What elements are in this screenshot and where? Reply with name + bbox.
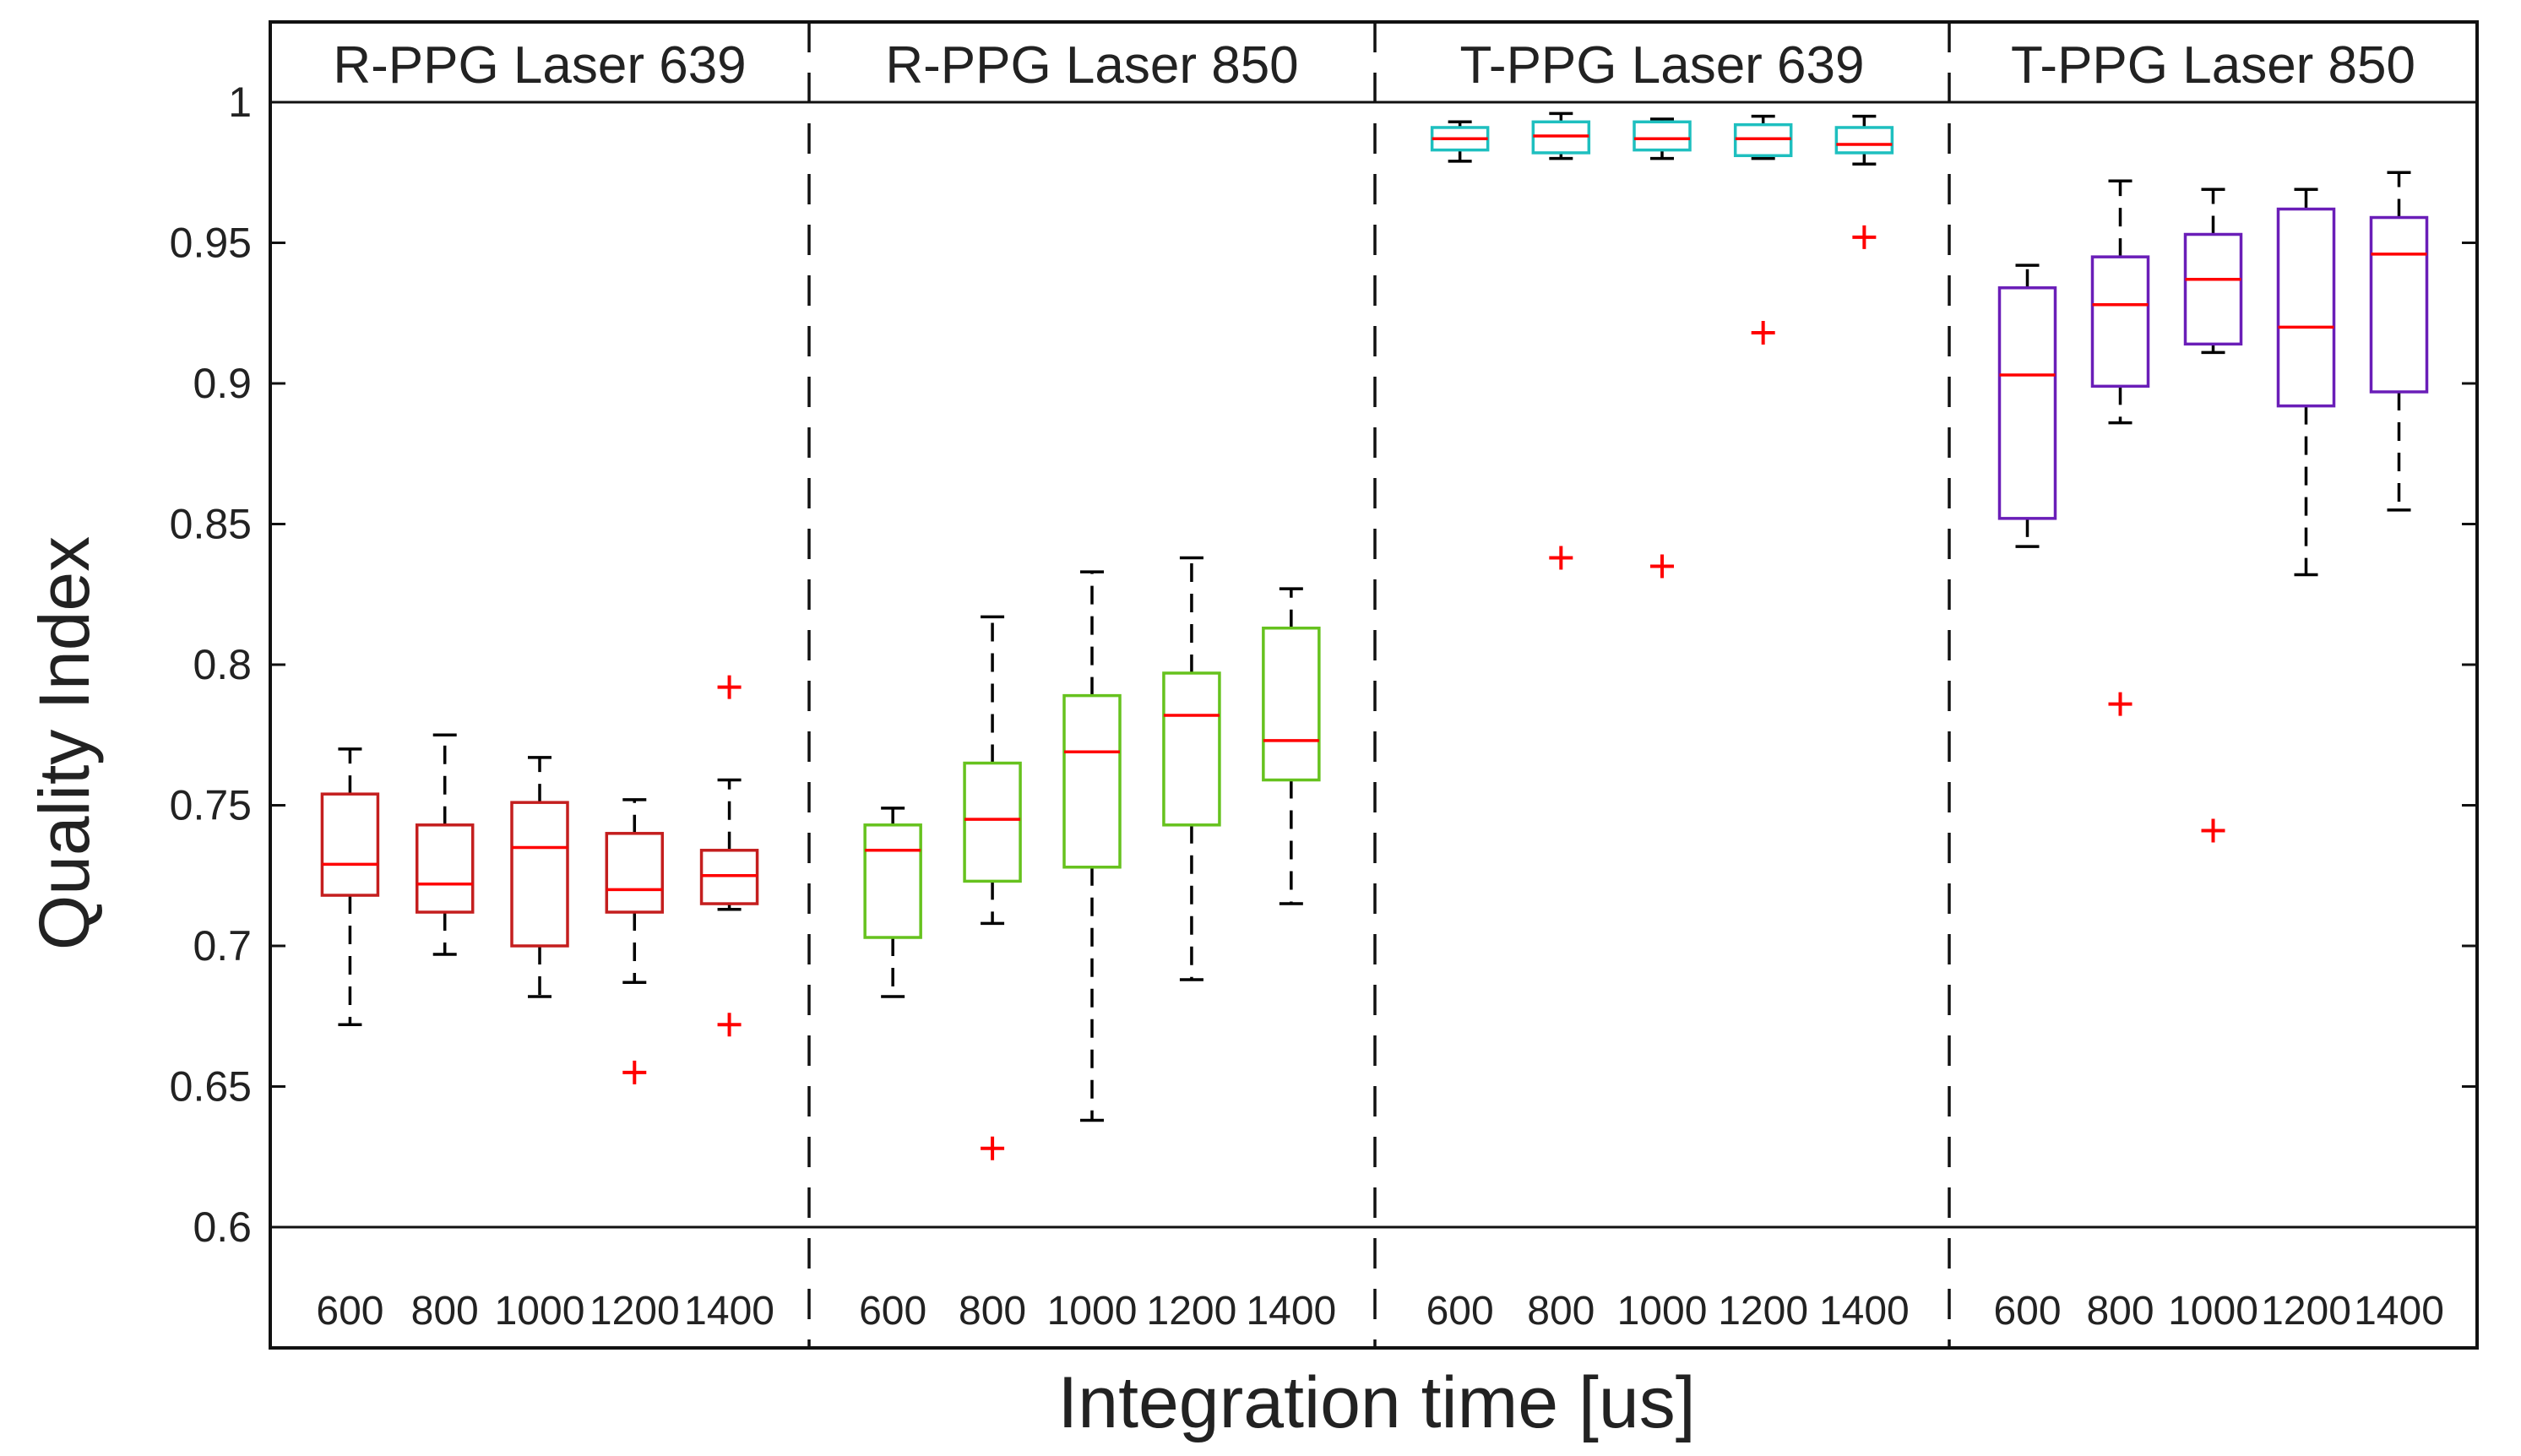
- x-tick-label: 1400: [1819, 1289, 1910, 1334]
- x-tick-label: 800: [1527, 1289, 1595, 1334]
- y-tick-label: 1: [228, 79, 252, 126]
- box: [2090, 179, 2150, 716]
- x-tick-label: 800: [2086, 1289, 2154, 1334]
- x-tick-label: 600: [316, 1289, 383, 1334]
- box-iqr: [2276, 207, 2336, 408]
- panel-title: T-PPG Laser 850: [2011, 36, 2415, 95]
- box-iqr: [1262, 626, 1321, 782]
- box-marks: [320, 111, 2429, 1160]
- box: [2183, 187, 2243, 843]
- box-iqr: [1633, 120, 1692, 152]
- box-iqr: [963, 761, 1022, 883]
- x-tick-label: 600: [859, 1289, 926, 1334]
- box-iqr: [2090, 255, 2150, 388]
- box-iqr: [1834, 126, 1894, 155]
- x-tick-label: 800: [411, 1289, 479, 1334]
- y-axis-label: Quality Index: [24, 536, 104, 950]
- panel-title: T-PPG Laser 639: [1459, 36, 1864, 95]
- panel-title: R-PPG Laser 639: [333, 36, 746, 95]
- box: [1834, 114, 1894, 249]
- box: [1531, 111, 1591, 570]
- box-iqr: [1997, 286, 2057, 520]
- box: [1633, 117, 1692, 579]
- x-tick-label: 1000: [495, 1289, 585, 1334]
- box: [320, 747, 380, 1026]
- y-axis: 0.6 0.65 0.7 0.75 0.8 0.85 0.9 0.95 1: [170, 79, 2477, 1251]
- outlier-marker: [1751, 321, 1775, 345]
- outlier-marker: [717, 675, 742, 699]
- box: [699, 675, 759, 1037]
- box-iqr: [1162, 671, 1221, 827]
- x-tick-label: 800: [959, 1289, 1026, 1334]
- outlier-marker: [2201, 818, 2225, 843]
- box: [1162, 556, 1221, 981]
- box-iqr: [605, 832, 665, 914]
- x-tick-label: 1400: [684, 1289, 774, 1334]
- box: [1062, 570, 1122, 1122]
- box-iqr: [863, 823, 922, 939]
- x-tick-label: 1000: [1617, 1289, 1708, 1334]
- outlier-marker: [981, 1136, 1005, 1160]
- box: [1262, 587, 1321, 905]
- box: [1733, 114, 1793, 345]
- box: [415, 733, 475, 956]
- y-tick-label: 0.65: [170, 1063, 252, 1111]
- box-iqr: [2369, 215, 2429, 394]
- y-tick-label: 0.6: [193, 1203, 252, 1251]
- box: [2369, 171, 2429, 512]
- y-tick-label: 0.75: [170, 782, 252, 829]
- box: [510, 756, 569, 998]
- panel-titles: R-PPG Laser 639 R-PPG Laser 850 T-PPG Lase…: [333, 36, 2415, 95]
- box-iqr: [1062, 693, 1122, 869]
- box-iqr: [320, 792, 380, 897]
- x-tick-label: 1400: [1246, 1289, 1336, 1334]
- panel-title: R-PPG Laser 850: [885, 36, 1298, 95]
- x-tick-label: 1200: [1147, 1289, 1237, 1334]
- box: [1430, 120, 1490, 163]
- box: [863, 807, 922, 998]
- box-iqr: [415, 823, 475, 914]
- box: [2276, 187, 2336, 577]
- outlier-marker: [717, 1013, 742, 1037]
- y-tick-label: 0.95: [170, 220, 252, 267]
- outlier-marker: [1650, 554, 1674, 579]
- y-tick-label: 0.7: [193, 922, 252, 970]
- y-tick-label: 0.9: [193, 360, 252, 407]
- outlier-marker: [1549, 546, 1573, 570]
- outlier-marker: [2108, 692, 2133, 716]
- box-iqr: [510, 801, 569, 948]
- x-tick-label: 600: [1426, 1289, 1494, 1334]
- x-tick-label: 1200: [590, 1289, 680, 1334]
- x-axis-label: Integration time [us]: [1057, 1362, 1695, 1443]
- x-tick-label: 1000: [2168, 1289, 2258, 1334]
- box: [963, 615, 1022, 1160]
- x-tick-label: 1400: [2354, 1289, 2444, 1334]
- x-tick-label: 600: [1993, 1289, 2061, 1334]
- x-tick-labels: 600 800 1000 1200 1400 600 800 1000 1200 1400 600 8…: [316, 1289, 2444, 1334]
- outlier-marker: [622, 1060, 647, 1084]
- box: [605, 798, 665, 1084]
- x-tick-label: 1200: [2261, 1289, 2351, 1334]
- box: [1997, 263, 2057, 548]
- x-tick-label: 1000: [1047, 1289, 1138, 1334]
- x-tick-label: 1200: [1718, 1289, 1808, 1334]
- y-tick-label: 0.85: [170, 501, 252, 548]
- outlier-marker: [1852, 225, 1877, 249]
- box-iqr: [2183, 232, 2243, 346]
- y-tick-label: 0.8: [193, 641, 252, 688]
- panel-separators: [807, 22, 1951, 1348]
